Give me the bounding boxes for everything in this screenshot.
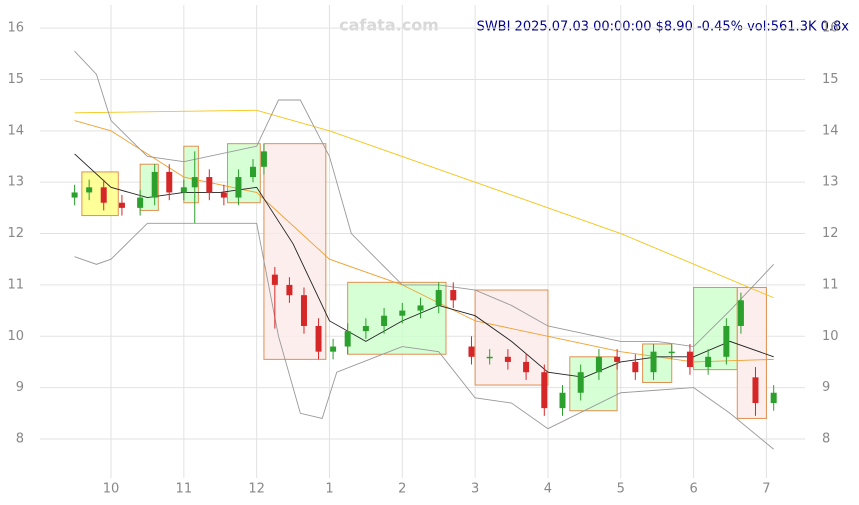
y-tick-label: 15 <box>7 72 24 87</box>
candle-body <box>723 325 730 357</box>
candle-body <box>399 310 406 316</box>
y-tick-label-right: 16 <box>822 21 839 36</box>
candle-body <box>486 356 493 359</box>
candle-body <box>118 202 125 208</box>
zone-box <box>569 356 618 412</box>
candle-body <box>595 356 602 373</box>
y-tick-label-right: 10 <box>822 329 839 344</box>
watermark: cafata.com <box>339 16 439 35</box>
y-tick-label-right: 9 <box>822 380 830 395</box>
candle-body <box>362 325 369 332</box>
zone-box <box>693 286 738 371</box>
candle-body <box>381 315 388 326</box>
candle-body <box>737 300 744 326</box>
y-tick-label-right: 13 <box>822 175 839 190</box>
y-tick-label: 12 <box>7 226 24 241</box>
indicator-line <box>74 222 774 450</box>
candle-body <box>650 351 657 373</box>
candle-body <box>752 377 759 404</box>
candle-body <box>250 166 257 178</box>
candle-body <box>686 351 693 368</box>
x-tick-label: 7 <box>762 482 770 497</box>
candle-body <box>191 177 198 188</box>
y-tick-label-right: 12 <box>822 226 839 241</box>
y-tick-label-right: 15 <box>822 72 839 87</box>
y-tick-label: 16 <box>7 21 24 36</box>
candle-body <box>632 361 639 373</box>
candle-body <box>166 171 173 193</box>
zone-box <box>263 143 327 360</box>
candle-body <box>271 274 278 285</box>
indicator-line <box>74 50 775 348</box>
y-tick-label: 14 <box>7 123 24 138</box>
x-tick-label: 2 <box>398 482 406 497</box>
zone-box <box>183 145 199 204</box>
candle-body <box>235 177 242 198</box>
zone-box <box>474 289 549 386</box>
x-tick-label: 3 <box>471 482 479 497</box>
y-tick-label-right: 11 <box>822 277 839 292</box>
candle-body <box>559 392 566 409</box>
y-tick-label-right: 14 <box>822 123 839 138</box>
candle-body <box>435 290 442 306</box>
x-tick-label: 11 <box>176 482 193 497</box>
candle-body <box>330 346 337 352</box>
candle-body <box>180 187 187 193</box>
x-tick-label: 5 <box>617 482 625 497</box>
candle-body <box>504 356 511 362</box>
candle-body <box>450 290 457 301</box>
y-tick-label-right: 8 <box>822 431 830 446</box>
x-tick-label: 10 <box>103 482 120 497</box>
candle-body <box>417 305 424 311</box>
candle-body <box>220 192 227 198</box>
candle-body <box>315 325 322 352</box>
x-tick-label: 1 <box>325 482 333 497</box>
y-tick-label: 13 <box>7 175 24 190</box>
candle-body <box>151 171 158 198</box>
y-tick-label: 10 <box>7 329 24 344</box>
candle-body <box>668 351 675 354</box>
chart-title: SWBI 2025.07.03 00:00:00 $8.90 -0.45% vo… <box>477 20 850 35</box>
candle-body <box>86 187 93 193</box>
candle-body <box>577 372 584 393</box>
y-tick-label: 9 <box>16 380 24 395</box>
zone-box <box>81 171 119 217</box>
zone-box <box>347 281 447 355</box>
y-tick-label: 11 <box>7 277 24 292</box>
candle-body <box>705 356 712 368</box>
candle-body <box>344 331 351 347</box>
candle-body <box>71 192 78 198</box>
candle-body <box>206 177 213 193</box>
candle-body <box>286 284 293 296</box>
candle-body <box>770 392 777 404</box>
candle-body <box>137 197 144 208</box>
candle-body <box>468 346 475 357</box>
candle-body <box>100 187 107 203</box>
x-tick-label: 4 <box>544 482 552 497</box>
candle-body <box>523 361 530 373</box>
candle-body <box>300 295 307 326</box>
zone-box <box>642 343 673 383</box>
x-tick-label: 6 <box>689 482 697 497</box>
candle-body <box>260 151 267 167</box>
y-tick-label: 8 <box>16 431 24 446</box>
indicator-line <box>74 109 774 299</box>
x-tick-label: 12 <box>248 482 265 497</box>
candle-body <box>541 372 548 409</box>
candle-body <box>614 356 621 362</box>
